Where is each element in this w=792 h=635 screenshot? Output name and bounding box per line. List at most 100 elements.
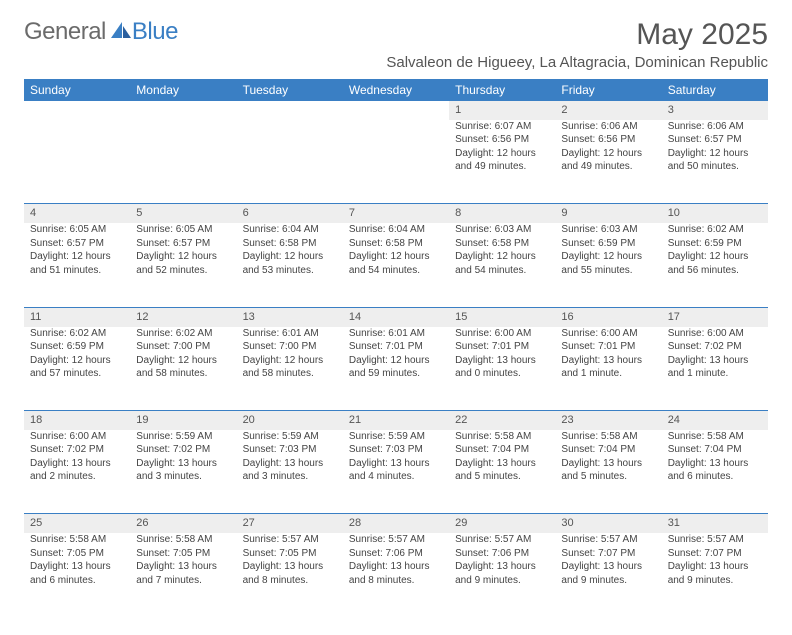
sunrise-label: Sunrise: 6:01 AM <box>349 327 443 341</box>
day-number-cell: 21 <box>343 411 449 430</box>
sunrise-label: Sunrise: 5:59 AM <box>243 430 337 444</box>
day-number-cell: 11 <box>24 307 130 326</box>
brand-logo: General Blue <box>24 18 178 46</box>
daylight-label: and 55 minutes. <box>561 264 655 278</box>
sunrise-label: Sunrise: 5:58 AM <box>30 533 124 547</box>
daylight-label: and 7 minutes. <box>136 574 230 588</box>
daylight-label: Daylight: 13 hours <box>349 457 443 471</box>
daylight-label: and 53 minutes. <box>243 264 337 278</box>
sunrise-label: Sunrise: 5:59 AM <box>349 430 443 444</box>
sunset-label: Sunset: 6:57 PM <box>668 133 762 147</box>
daylight-label: and 0 minutes. <box>455 367 549 381</box>
day-number-cell: 19 <box>130 411 236 430</box>
sunset-label: Sunset: 7:06 PM <box>455 547 549 561</box>
month-title: May 2025 <box>386 18 768 52</box>
daynum-row: 45678910 <box>24 204 768 223</box>
day-cell: Sunrise: 5:59 AMSunset: 7:03 PMDaylight:… <box>343 430 449 514</box>
sunset-label: Sunset: 7:04 PM <box>455 443 549 457</box>
day-cell: Sunrise: 6:00 AMSunset: 7:02 PMDaylight:… <box>662 327 768 411</box>
day-cell <box>237 120 343 204</box>
sunset-label: Sunset: 7:03 PM <box>243 443 337 457</box>
sunrise-label: Sunrise: 6:07 AM <box>455 120 549 134</box>
week-row: Sunrise: 5:58 AMSunset: 7:05 PMDaylight:… <box>24 533 768 617</box>
sunrise-label: Sunrise: 6:06 AM <box>561 120 655 134</box>
weekday-header: Wednesday <box>343 79 449 101</box>
sunset-label: Sunset: 7:01 PM <box>349 340 443 354</box>
sunrise-label: Sunrise: 6:02 AM <box>668 223 762 237</box>
daylight-label: Daylight: 12 hours <box>136 354 230 368</box>
sunrise-label: Sunrise: 6:05 AM <box>30 223 124 237</box>
daylight-label: and 9 minutes. <box>455 574 549 588</box>
day-cell: Sunrise: 5:57 AMSunset: 7:06 PMDaylight:… <box>449 533 555 617</box>
daylight-label: and 58 minutes. <box>136 367 230 381</box>
daylight-label: Daylight: 13 hours <box>561 457 655 471</box>
sunset-label: Sunset: 6:56 PM <box>561 133 655 147</box>
daylight-label: Daylight: 13 hours <box>136 457 230 471</box>
sunset-label: Sunset: 7:07 PM <box>668 547 762 561</box>
day-cell: Sunrise: 6:04 AMSunset: 6:58 PMDaylight:… <box>237 223 343 307</box>
daylight-label: and 57 minutes. <box>30 367 124 381</box>
sunset-label: Sunset: 6:58 PM <box>349 237 443 251</box>
day-cell: Sunrise: 5:57 AMSunset: 7:05 PMDaylight:… <box>237 533 343 617</box>
day-number-cell <box>24 101 130 120</box>
day-number-cell: 24 <box>662 411 768 430</box>
day-number-cell: 13 <box>237 307 343 326</box>
week-row: Sunrise: 6:07 AMSunset: 6:56 PMDaylight:… <box>24 120 768 204</box>
day-cell: Sunrise: 5:57 AMSunset: 7:06 PMDaylight:… <box>343 533 449 617</box>
sunrise-label: Sunrise: 6:01 AM <box>243 327 337 341</box>
day-cell: Sunrise: 6:01 AMSunset: 7:01 PMDaylight:… <box>343 327 449 411</box>
sunrise-label: Sunrise: 6:00 AM <box>30 430 124 444</box>
daylight-label: Daylight: 13 hours <box>30 560 124 574</box>
daylight-label: Daylight: 12 hours <box>30 250 124 264</box>
day-number-cell: 23 <box>555 411 661 430</box>
daylight-label: and 8 minutes. <box>243 574 337 588</box>
sunrise-label: Sunrise: 6:00 AM <box>561 327 655 341</box>
daylight-label: Daylight: 12 hours <box>561 250 655 264</box>
daylight-label: and 6 minutes. <box>668 470 762 484</box>
sunset-label: Sunset: 6:57 PM <box>136 237 230 251</box>
sunrise-label: Sunrise: 6:03 AM <box>455 223 549 237</box>
week-row: Sunrise: 6:05 AM Sunset: 6:57 PM Daylight:… <box>24 223 768 307</box>
daylight-label: and 1 minute. <box>561 367 655 381</box>
sunset-label: Sunset: 6:59 PM <box>668 237 762 251</box>
sunrise-label: Sunrise: 6:00 AM <box>455 327 549 341</box>
sunrise-label: Sunrise: 6:00 AM <box>668 327 762 341</box>
day-number-cell: 22 <box>449 411 555 430</box>
daylight-label: Daylight: 13 hours <box>668 354 762 368</box>
daylight-label: Daylight: 13 hours <box>455 354 549 368</box>
sunrise-label: Sunrise: 5:59 AM <box>136 430 230 444</box>
day-cell: Sunrise: 6:03 AMSunset: 6:58 PMDaylight:… <box>449 223 555 307</box>
day-cell: Sunrise: 6:03 AMSunset: 6:59 PMDaylight:… <box>555 223 661 307</box>
day-number-cell: 26 <box>130 514 236 533</box>
day-number-cell: 12 <box>130 307 236 326</box>
daylight-label: Daylight: 13 hours <box>243 457 337 471</box>
day-cell: Sunrise: 5:57 AMSunset: 7:07 PMDaylight:… <box>555 533 661 617</box>
sunrise-label: Sunrise: 6:02 AM <box>136 327 230 341</box>
day-cell: Sunrise: 5:59 AMSunset: 7:02 PMDaylight:… <box>130 430 236 514</box>
daylight-label: and 5 minutes. <box>561 470 655 484</box>
sunset-label: Sunset: 7:04 PM <box>668 443 762 457</box>
day-cell: Sunrise: 5:59 AMSunset: 7:03 PMDaylight:… <box>237 430 343 514</box>
day-number-cell: 17 <box>662 307 768 326</box>
sunrise-label: Sunrise: 6:06 AM <box>668 120 762 134</box>
daylight-label: Daylight: 12 hours <box>668 250 762 264</box>
weekday-header: Friday <box>555 79 661 101</box>
sunrise-label: Sunrise: 5:58 AM <box>136 533 230 547</box>
daylight-label: and 54 minutes. <box>349 264 443 278</box>
day-number-cell: 30 <box>555 514 661 533</box>
day-number-cell: 14 <box>343 307 449 326</box>
location-label: Salvaleon de Higueey, La Altagracia, Dom… <box>386 54 768 71</box>
sunset-label: Sunset: 7:01 PM <box>561 340 655 354</box>
day-cell: Sunrise: 6:06 AMSunset: 6:57 PMDaylight:… <box>662 120 768 204</box>
daynum-row: 25262728293031 <box>24 514 768 533</box>
daylight-label: Daylight: 12 hours <box>30 354 124 368</box>
sunset-label: Sunset: 7:04 PM <box>561 443 655 457</box>
day-cell: Sunrise: 6:00 AMSunset: 7:02 PMDaylight:… <box>24 430 130 514</box>
day-cell: Sunrise: 6:01 AMSunset: 7:00 PMDaylight:… <box>237 327 343 411</box>
daylight-label: and 50 minutes. <box>668 160 762 174</box>
day-number-cell: 5 <box>130 204 236 223</box>
daylight-label: and 51 minutes. <box>30 264 124 278</box>
day-number-cell <box>343 101 449 120</box>
daylight-label: and 54 minutes. <box>455 264 549 278</box>
sail-icon <box>110 18 132 46</box>
